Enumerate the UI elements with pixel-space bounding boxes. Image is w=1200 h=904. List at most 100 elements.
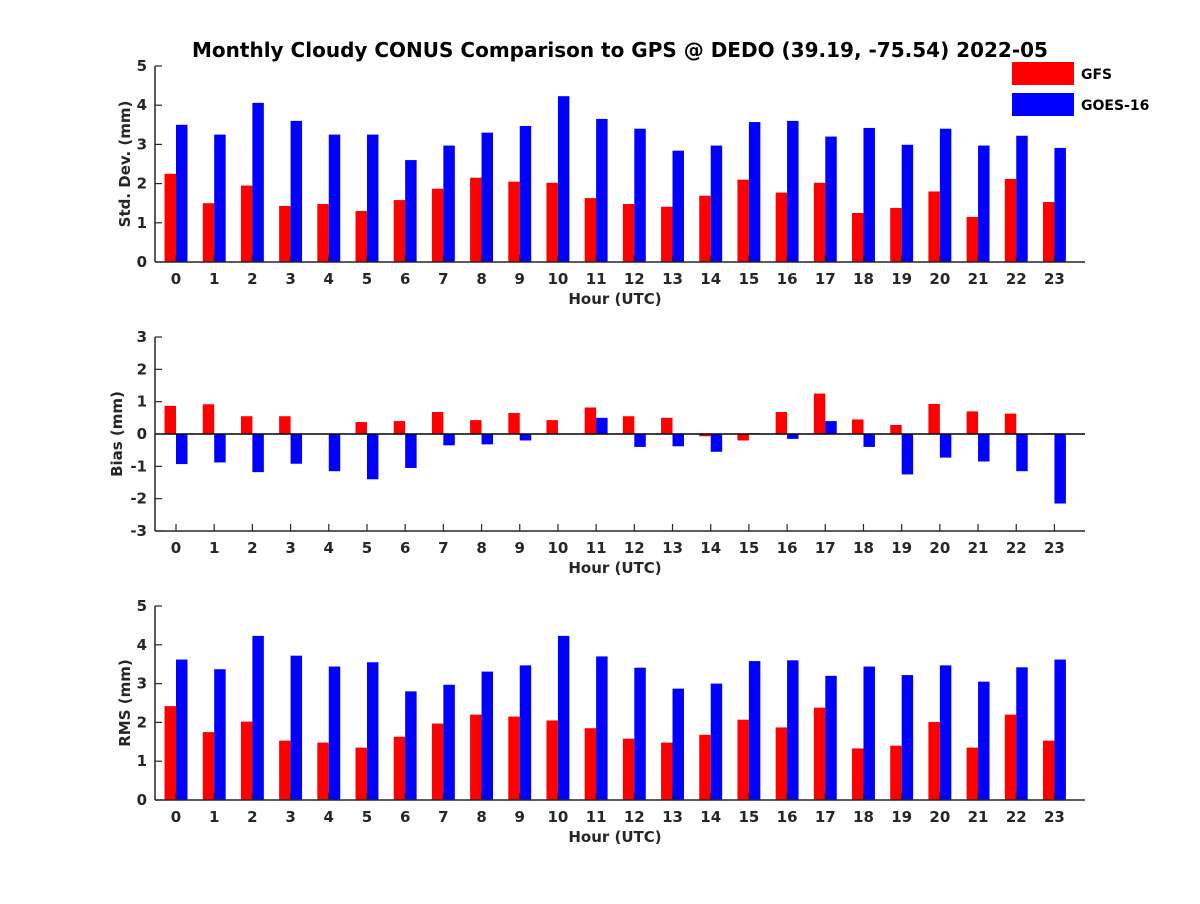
std-dev-bar-goes-16-5: [366, 134, 379, 262]
bias-xtick-label: 10: [547, 539, 568, 557]
bias-xtick-label: 18: [853, 539, 874, 557]
std-dev-bar-gfs-11: [584, 198, 597, 262]
rms-xtick-label: 16: [777, 808, 798, 826]
std-dev-bar-goes-16-6: [405, 160, 417, 262]
rms-ytick-label: 5: [137, 597, 147, 615]
bias-xtick-label: 9: [515, 539, 525, 557]
bias-xtick-label: 22: [1006, 539, 1027, 557]
bias-ytick-label: 0: [137, 425, 147, 443]
std-dev-ytick-label: 3: [137, 135, 147, 153]
rms-bar-gfs-11: [584, 728, 597, 800]
std-dev-ytick-label: 2: [137, 175, 147, 193]
std-dev-bar-gfs-21: [966, 216, 979, 262]
rms-bar-goes-16-13: [672, 688, 684, 800]
rms-bar-goes-16-6: [405, 691, 417, 800]
bias-bar-goes-16-13: [672, 434, 684, 447]
std-dev-xtick-label: 22: [1006, 270, 1027, 288]
bias-bar-goes-16-21: [978, 434, 990, 462]
rms-xtick-label: 19: [891, 808, 912, 826]
bias-bar-goes-16-14: [710, 434, 723, 452]
rms-bar-gfs-8: [470, 714, 482, 800]
rms-xtick-label: 4: [324, 808, 334, 826]
rms-bar-gfs-3: [279, 740, 291, 800]
bias-ytick-label: -1: [130, 457, 147, 475]
bias-bar-gfs-7: [431, 412, 444, 434]
std-dev-bar-goes-16-21: [978, 145, 990, 262]
bias-bar-gfs-13: [661, 417, 673, 434]
rms-bar-gfs-2: [240, 721, 253, 800]
bias-ytick-label: 2: [137, 360, 147, 378]
rms-bar-goes-16-9: [519, 665, 532, 800]
std-dev-bar-goes-16-2: [252, 102, 264, 262]
std-dev-bar-gfs-16: [775, 192, 788, 262]
rms-bar-gfs-17: [813, 707, 826, 800]
rms-xtick-label: 20: [929, 808, 950, 826]
bias-xtick-label: 23: [1044, 539, 1065, 557]
bias-bar-goes-16-23: [1054, 434, 1066, 504]
rms-ytick-label: 1: [137, 752, 147, 770]
bias-bar-goes-16-4: [328, 434, 341, 472]
std-dev-bar-gfs-0: [164, 173, 177, 262]
rms-bar-gfs-16: [775, 727, 788, 800]
std-dev-bar-gfs-7: [431, 188, 444, 262]
bias-xtick-label: 4: [324, 539, 334, 557]
std-dev-xtick-label: 8: [476, 270, 486, 288]
std-dev-xtick-label: 18: [853, 270, 874, 288]
std-dev-bar-gfs-14: [699, 195, 711, 262]
std-dev-xtick-label: 17: [815, 270, 836, 288]
rms-xtick-label: 0: [171, 808, 181, 826]
std-dev-bar-goes-16-14: [710, 145, 723, 262]
std-dev-xtick-label: 1: [209, 270, 219, 288]
rms-xtick-label: 15: [738, 808, 759, 826]
bias-xtick-label: 11: [586, 539, 607, 557]
std-dev-bar-gfs-15: [737, 179, 749, 262]
legend-label-gfs: GFS: [1081, 67, 1112, 83]
std-dev-xtick-label: 11: [586, 270, 607, 288]
rms-bar-goes-16-16: [787, 660, 799, 800]
bias-bar-gfs-6: [393, 421, 406, 434]
bias-bar-goes-16-7: [443, 434, 455, 446]
rms-bar-goes-16-4: [328, 666, 341, 800]
bias-xtick-label: 7: [438, 539, 448, 557]
std-dev-bar-gfs-23: [1042, 202, 1055, 262]
std-dev-xtick-label: 9: [515, 270, 525, 288]
bias-xtick-label: 6: [400, 539, 410, 557]
bias-bar-gfs-14: [699, 434, 711, 437]
std-dev-xtick-label: 7: [438, 270, 448, 288]
std-dev-xtick-label: 12: [624, 270, 645, 288]
rms-xtick-label: 5: [362, 808, 372, 826]
rms-bar-gfs-12: [622, 738, 635, 800]
bias-bar-goes-16-22: [1016, 434, 1028, 472]
bias-ytick-label: 1: [137, 393, 147, 411]
std-dev-bar-goes-16-3: [290, 120, 303, 262]
bias-xtick-label: 19: [891, 539, 912, 557]
bias-bar-goes-16-6: [405, 434, 417, 468]
rms-ytick-label: 2: [137, 713, 147, 731]
std-dev-bar-goes-16-4: [328, 134, 341, 262]
rms-xtick-label: 22: [1006, 808, 1027, 826]
rms-bar-gfs-23: [1042, 740, 1055, 800]
bias-xtick-label: 1: [209, 539, 219, 557]
bias-bar-gfs-15: [737, 434, 749, 441]
std-dev-xtick-label: 20: [929, 270, 950, 288]
rms-xtick-label: 23: [1044, 808, 1065, 826]
rms-xtick-label: 9: [515, 808, 525, 826]
rms-xtick-label: 2: [247, 808, 257, 826]
bias-bar-goes-16-20: [939, 434, 952, 458]
rms-bar-goes-16-8: [481, 671, 494, 800]
rms-bar-goes-16-14: [710, 683, 723, 800]
rms-bar-goes-16-11: [596, 656, 608, 800]
bias-xlabel: Hour (UTC): [568, 559, 661, 577]
std-dev-xtick-label: 19: [891, 270, 912, 288]
bias-bar-goes-16-8: [481, 434, 494, 445]
std-dev-bar-goes-16-9: [519, 125, 532, 262]
std-dev-bar-goes-16-19: [901, 144, 914, 262]
bias-ytick-label: 3: [137, 328, 147, 346]
rms-xlabel: Hour (UTC): [568, 828, 661, 846]
std-dev-bar-goes-16-23: [1054, 147, 1066, 262]
rms-xtick-label: 13: [662, 808, 683, 826]
